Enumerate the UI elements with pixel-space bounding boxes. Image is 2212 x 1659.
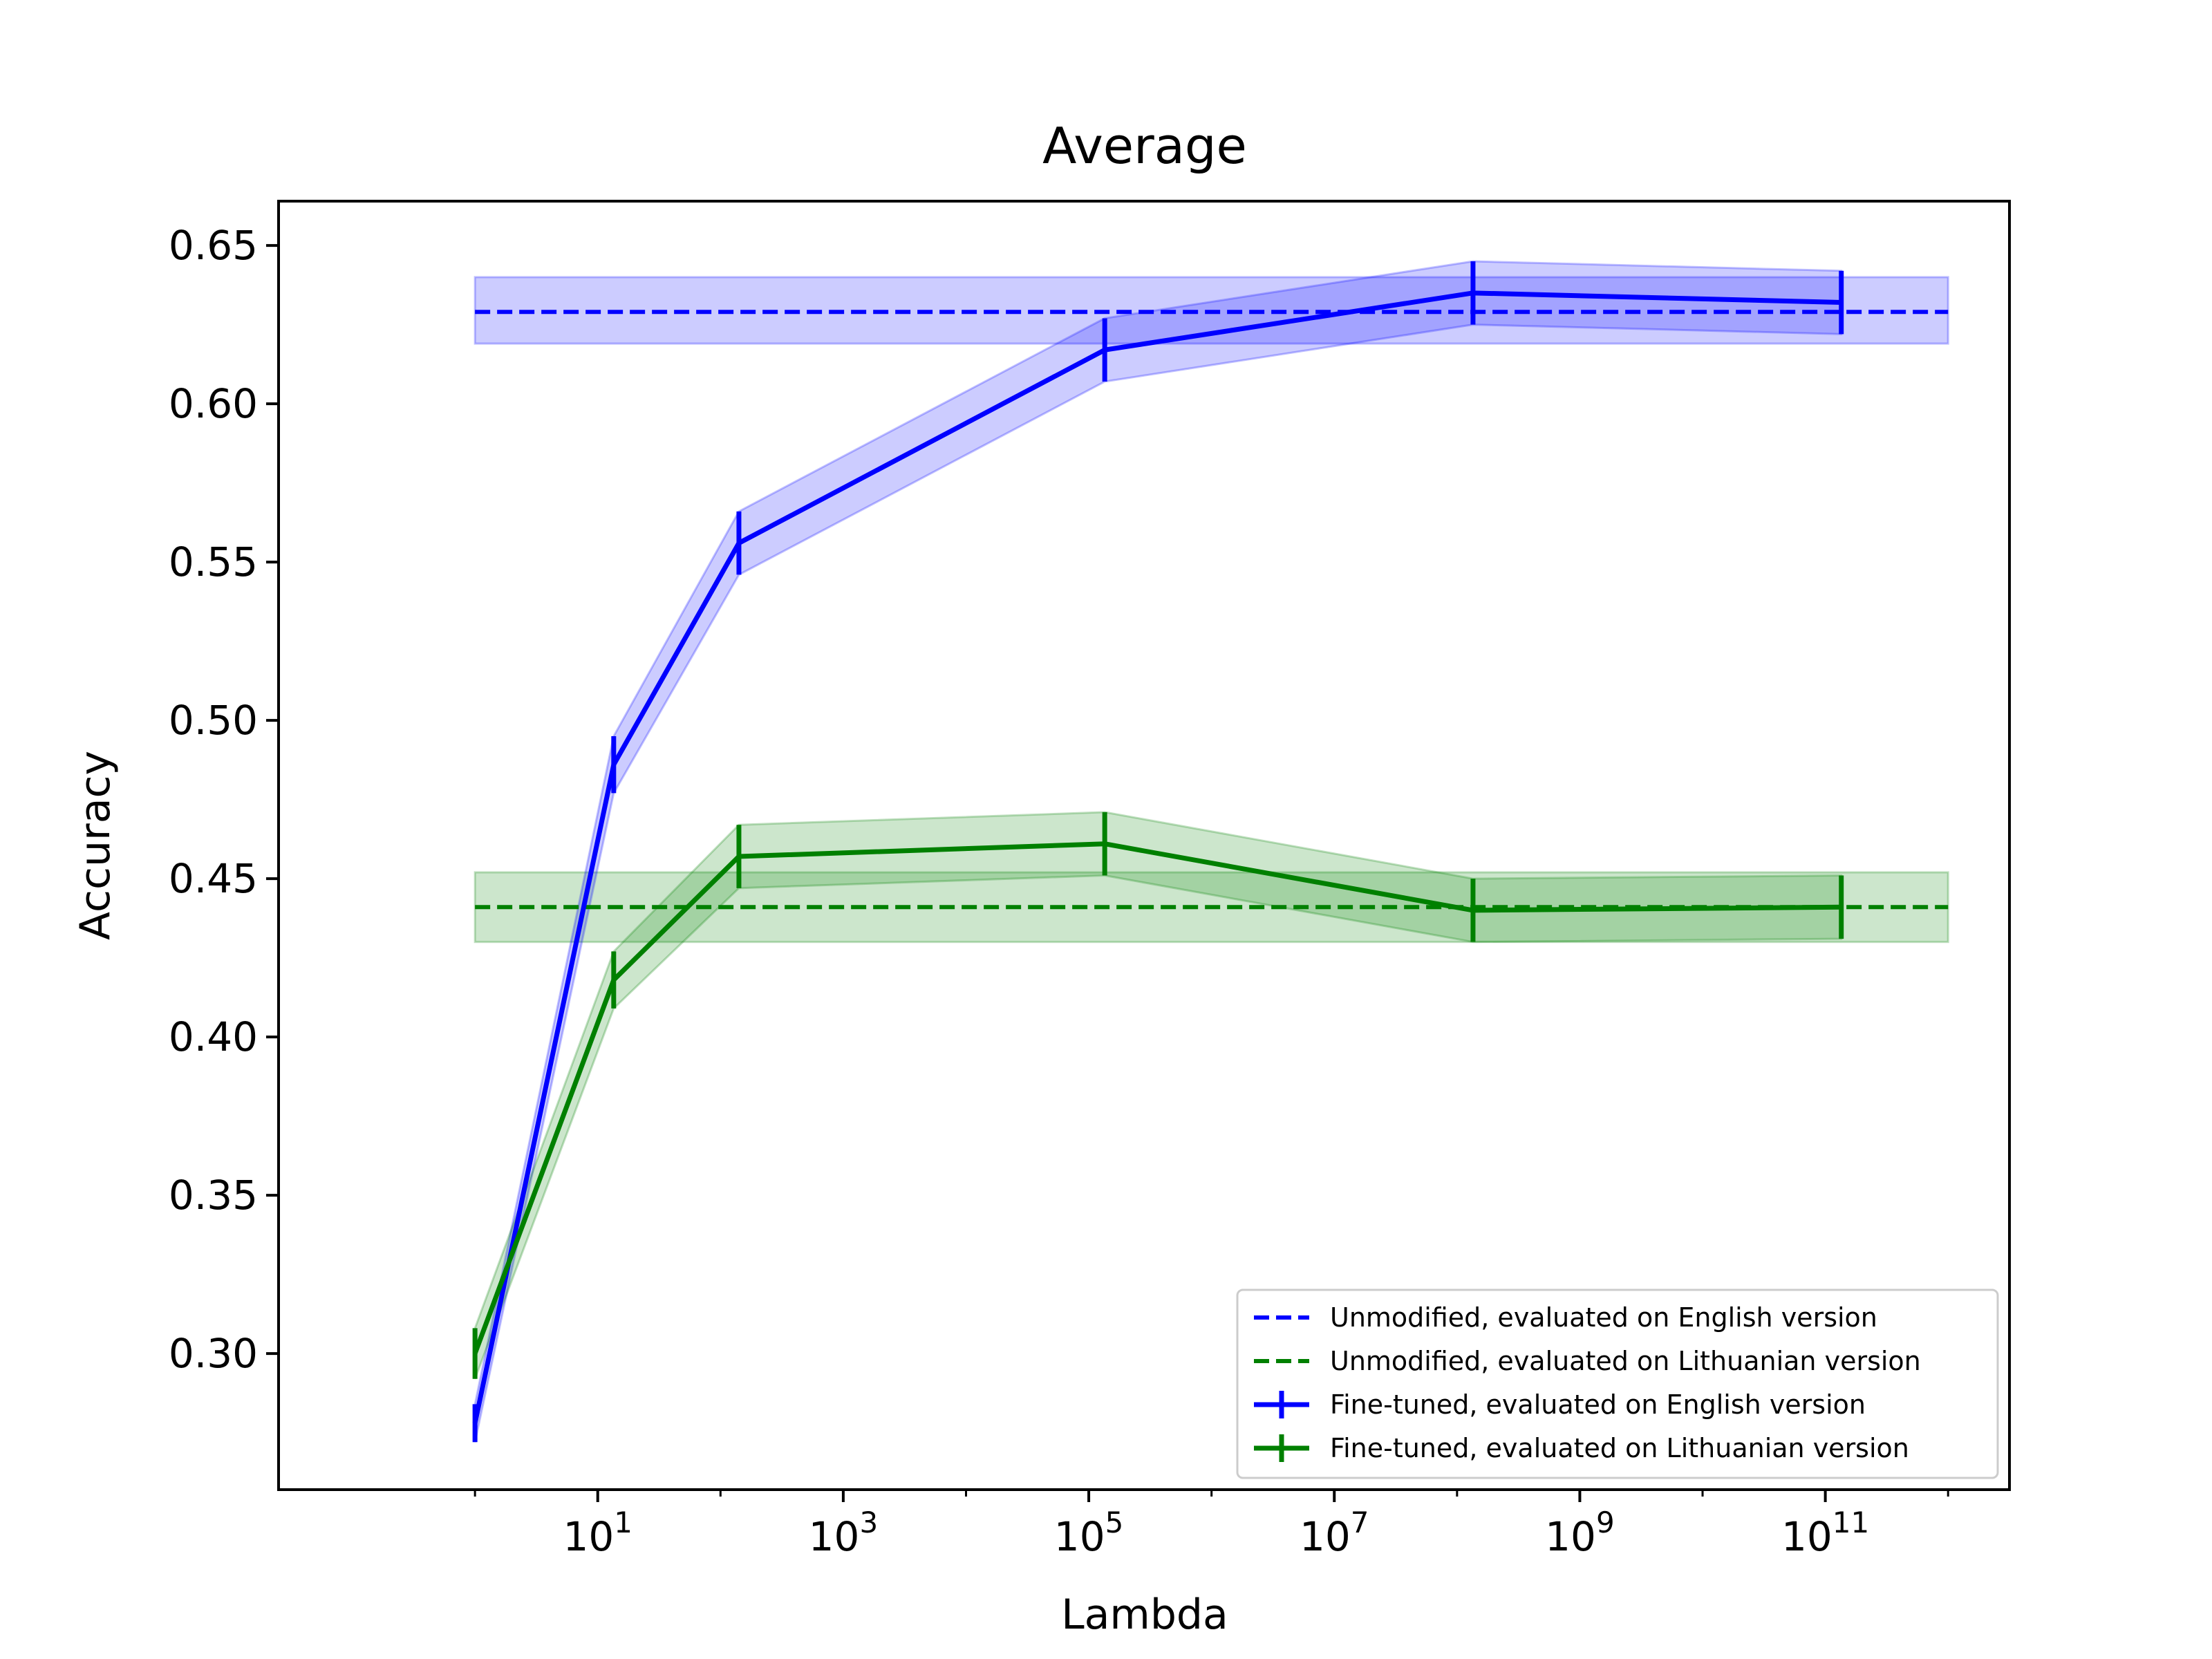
x-tick-exp-1: 3: [859, 1506, 878, 1539]
x-tick-base-2: 10: [1054, 1513, 1105, 1560]
x-tick-exp-4: 9: [1596, 1506, 1615, 1539]
y-tick-label-1: 0.35: [169, 1172, 258, 1219]
y-tick-label-7: 0.65: [169, 222, 258, 269]
y-tick-label-2: 0.40: [169, 1013, 258, 1060]
x-tick-base-3: 10: [1300, 1513, 1351, 1560]
series-line-1: [472, 841, 1841, 1355]
x-tick-base-1: 10: [809, 1513, 860, 1560]
x-tick-label-2: 105: [1054, 1506, 1124, 1560]
chart-title: Average: [1042, 117, 1247, 175]
y-axis-label: Accuracy: [71, 751, 120, 940]
legend-label-3: Fine-tuned, evaluated on Lithuanian vers…: [1330, 1433, 1909, 1463]
legend-label-0: Unmodified, evaluated on English version: [1330, 1302, 1877, 1333]
x-tick-base-5: 10: [1781, 1513, 1833, 1560]
x-tick-exp-2: 5: [1105, 1506, 1124, 1539]
series-line-0: [472, 290, 1841, 1424]
legend-box: [1236, 1288, 1999, 1479]
y-tick-label-4: 0.50: [169, 697, 258, 744]
x-tick-base-0: 10: [563, 1513, 614, 1560]
x-tick-label-4: 109: [1545, 1506, 1615, 1560]
x-tick-label-1: 103: [809, 1506, 879, 1560]
x-tick-label-0: 101: [563, 1506, 632, 1560]
x-tick-base-4: 10: [1545, 1513, 1596, 1560]
x-tick-exp-3: 7: [1351, 1506, 1369, 1539]
x-tick-label-5: 1011: [1781, 1506, 1869, 1560]
y-tick-label-3: 0.45: [169, 855, 258, 902]
x-tick-label-3: 107: [1300, 1506, 1369, 1560]
x-tick-exp-5: 11: [1833, 1506, 1869, 1539]
y-tick-label-5: 0.55: [169, 538, 258, 585]
y-tick-label-0: 0.30: [169, 1330, 258, 1377]
legend: Unmodified, evaluated on English version…: [1236, 1288, 1999, 1479]
y-tick-label-6: 0.60: [169, 380, 258, 427]
x-tick-exp-0: 1: [614, 1506, 632, 1539]
legend-label-1: Unmodified, evaluated on Lithuanian vers…: [1330, 1346, 1921, 1376]
plot-area: [472, 260, 1949, 1443]
x-axis-label: Lambda: [1061, 1591, 1228, 1639]
plot-frame: [277, 200, 2011, 1491]
legend-label-2: Fine-tuned, evaluated on English version: [1330, 1389, 1866, 1420]
